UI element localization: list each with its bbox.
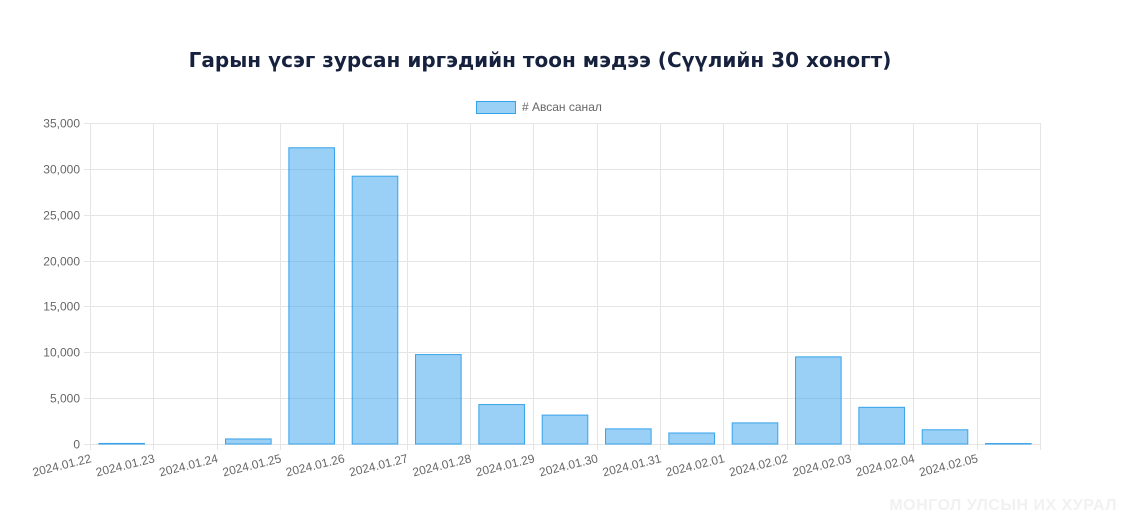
legend-swatch (476, 100, 516, 114)
y-tick-label: 30,000 (43, 163, 80, 177)
bar (921, 429, 969, 445)
bar (668, 432, 715, 445)
x-tick-label: 2024.02.05 (918, 451, 980, 479)
chart-title: Гарын үсэг зурсан иргэдийн тоон мэдээ (С… (188, 48, 892, 72)
y-tick-label: 5,000 (50, 392, 80, 406)
y-tick-label: 0 (73, 438, 80, 452)
bar (288, 147, 335, 445)
x-tick-label: 2024.01.26 (284, 451, 346, 479)
x-tick-label: 2024.02.02 (728, 451, 790, 479)
x-tick-label: 2024.01.25 (221, 451, 283, 479)
watermark: МОНГОЛ УЛСЫН ИХ ХУРАЛ (889, 497, 1117, 514)
bar (795, 356, 842, 445)
x-tick-label: 2024.01.31 (601, 451, 663, 479)
bar (225, 438, 272, 445)
x-tick-label: 2024.02.04 (854, 451, 916, 479)
y-tick-label: 25,000 (43, 209, 80, 223)
x-tick-label: 2024.01.24 (158, 451, 220, 479)
legend[interactable]: # Авсан санал (476, 99, 602, 115)
bar (478, 404, 525, 445)
x-tick-label: 2024.01.23 (94, 451, 156, 479)
x-tick-label: 2024.01.28 (411, 451, 473, 479)
bar (98, 442, 145, 445)
y-tick-label: 20,000 (43, 255, 80, 269)
x-tick-label: 2024.01.27 (348, 451, 410, 479)
legend-label: # Авсан санал (522, 100, 602, 114)
bar (858, 406, 905, 445)
y-tick-label: 15,000 (43, 300, 80, 314)
x-tick-label: 2024.01.29 (474, 451, 536, 479)
x-tick-label: 2024.01.30 (538, 451, 600, 479)
bar (731, 422, 779, 445)
y-tick-label: 35,000 (43, 117, 80, 131)
x-tick-label: 2024.01.22 (31, 451, 93, 479)
bar (415, 354, 462, 445)
bar (351, 175, 399, 445)
y-tick-label: 10,000 (43, 346, 80, 360)
bar (605, 428, 652, 445)
x-tick-label: 2024.02.03 (791, 451, 853, 479)
bar (541, 414, 589, 445)
x-tick-label: 2024.02.01 (664, 451, 726, 479)
